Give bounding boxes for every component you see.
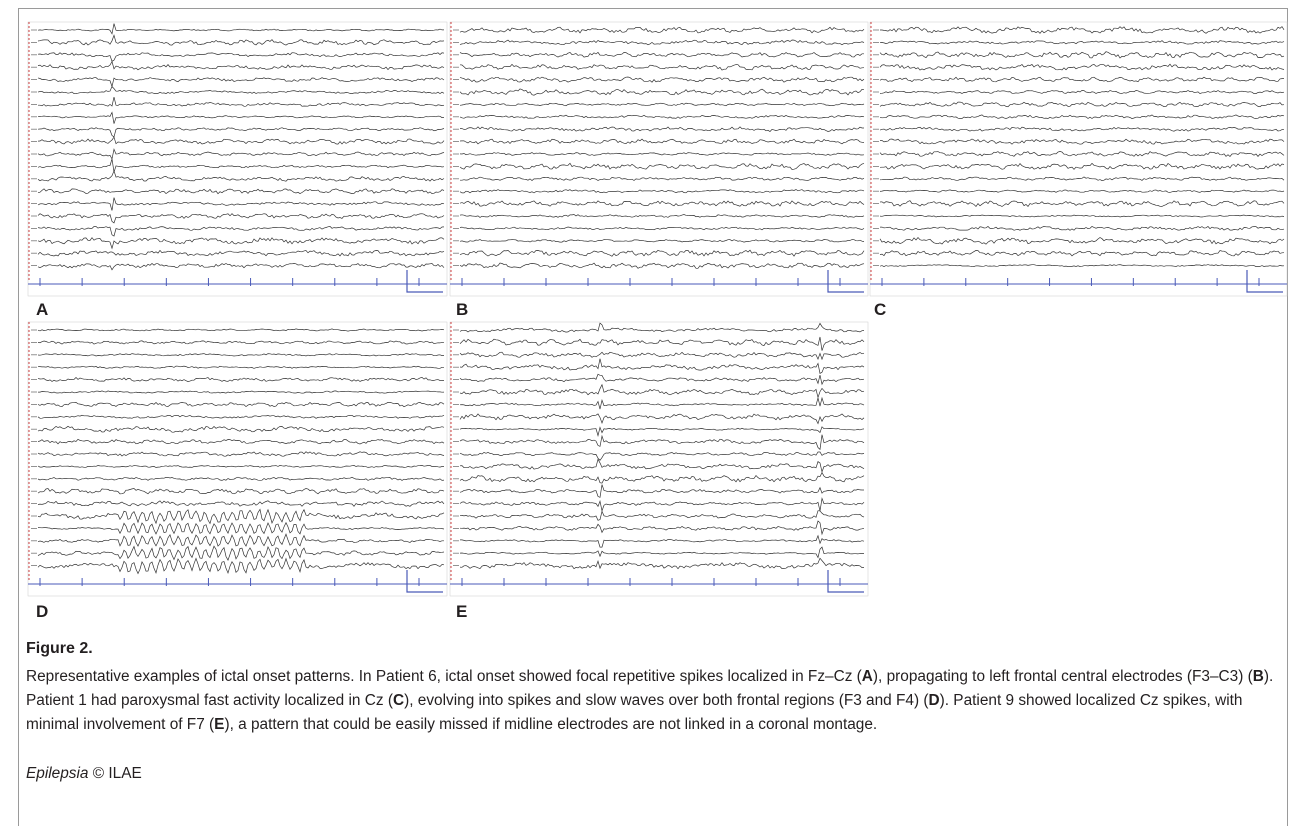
publisher: © ILAE (93, 765, 142, 782)
panel-label: C (874, 300, 886, 320)
caption-text: Representative examples of ictal onset p… (26, 668, 862, 685)
caption-ref: B (1253, 668, 1264, 685)
caption-text: ), a pattern that could be easily missed… (224, 716, 877, 733)
panel-label: A (36, 300, 48, 320)
caption-ref: D (929, 692, 940, 709)
panel-label: D (36, 602, 48, 622)
eeg-panel (450, 322, 868, 596)
eeg-panel (28, 22, 447, 296)
caption-text: ), evolving into spikes and slow waves o… (404, 692, 928, 709)
panel-label: E (456, 602, 467, 622)
eeg-panel (28, 322, 447, 596)
eeg-panel (450, 22, 868, 296)
figure-credit: Epilepsia © ILAE (26, 762, 142, 786)
caption-text: ), propagating to left frontal central e… (873, 668, 1253, 685)
caption-ref: C (393, 692, 404, 709)
panel-label: B (456, 300, 468, 320)
eeg-panels (0, 0, 1296, 630)
figure-caption: Representative examples of ictal onset p… (26, 665, 1276, 737)
page: {"figure": { "panels": [{"label": "A"}, … (0, 0, 1296, 819)
eeg-panel (870, 22, 1287, 296)
figure-title: Figure 2. (26, 640, 93, 658)
journal-name: Epilepsia (26, 765, 88, 782)
caption-ref: A (862, 668, 873, 685)
caption-ref: E (214, 716, 224, 733)
